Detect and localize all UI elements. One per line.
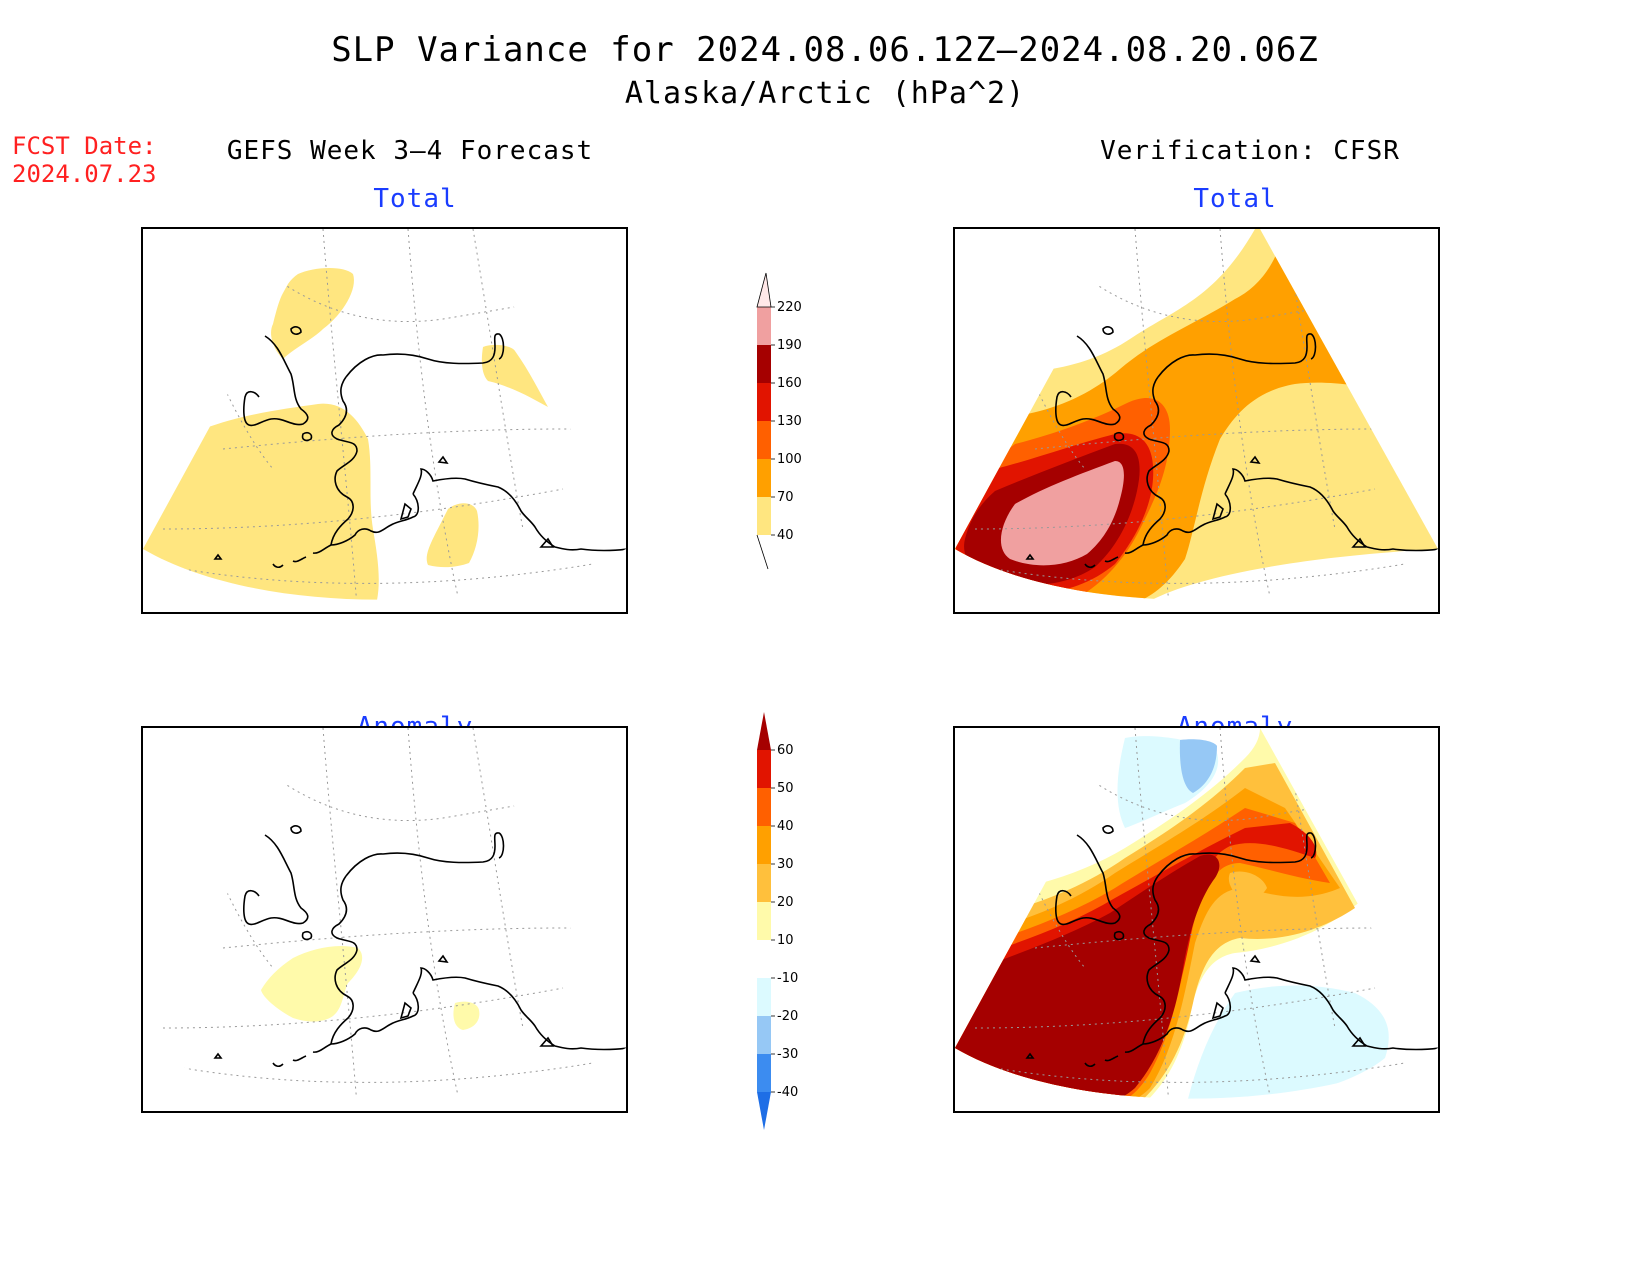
colorbar-anomaly-tick-label: 50 — [777, 781, 794, 796]
colorbar-anomaly-tick-label: -20 — [777, 1009, 798, 1024]
colorbar-total-tick-label: 130 — [777, 414, 802, 429]
colorbar-anomaly-tick-label: -40 — [777, 1085, 798, 1100]
forecast-column-title: GEFS Week 3–4 Forecast — [226, 136, 594, 166]
figure-title: SLP Variance for 2024.08.06.12Z–2024.08.… — [331, 30, 1319, 70]
colorbar-anomaly-tick-label: 60 — [777, 743, 794, 758]
colorbar-anomaly-tick-label: 30 — [777, 857, 794, 872]
colorbar-anomaly-swatch — [757, 902, 771, 940]
colorbar-anomaly-swatch — [757, 864, 771, 902]
colorbar-total-tick-label: 70 — [777, 490, 794, 505]
colorbar-total-tick-label: 100 — [777, 452, 802, 467]
map-verification-total — [953, 227, 1440, 614]
colorbar-total: 40 70 100 130 160 190 220 — [756, 272, 802, 570]
colorbar-total-tick-label: 40 — [777, 528, 794, 543]
colorbar-anomaly-tick-label: 10 — [777, 933, 794, 948]
colorbar-total-tick-label: 220 — [777, 300, 802, 315]
colorbar-anomaly-swatch — [757, 978, 771, 1016]
forecast-total-label: Total — [373, 184, 457, 214]
colorbar-total-swatch — [757, 497, 771, 535]
colorbar-anomaly-swatch — [757, 1054, 771, 1092]
verification-column-title: Verification: CFSR — [1100, 136, 1400, 166]
colorbar-total-swatch — [757, 383, 771, 421]
colorbar-anomaly-triangle-bottom — [757, 1092, 771, 1130]
colorbar-anomaly-swatch — [757, 940, 771, 978]
colorbar-anomaly-tick-label: -10 — [777, 971, 798, 986]
colorbar-total-swatch — [757, 459, 771, 497]
colorbar-anomaly-swatch — [757, 750, 771, 788]
colorbar-anomaly-swatch — [757, 788, 771, 826]
colorbar-total-swatch — [757, 421, 771, 459]
colorbar-anomaly-tick-label: -30 — [777, 1047, 798, 1062]
fcst-date-label: FCST Date: — [12, 132, 157, 160]
map-forecast-anomaly — [141, 726, 628, 1113]
fcst-date-value: 2024.07.23 — [12, 160, 157, 188]
colorbar-anomaly-swatch — [757, 1016, 771, 1054]
verification-total-label: Total — [1193, 184, 1277, 214]
colorbar-anomaly-swatch — [757, 826, 771, 864]
colorbar-total-tick-label: 160 — [777, 376, 802, 391]
colorbar-anomaly-tick-label: 40 — [777, 819, 794, 834]
colorbar-anomaly-triangle-top — [757, 712, 771, 750]
colorbar-total-swatch — [757, 345, 771, 383]
colorbar-anomaly: 60 50 40 30 20 10 -10 -20 -30 -40 — [757, 712, 798, 1130]
map-forecast-total — [141, 227, 628, 614]
colorbar-total-tick-label: 190 — [777, 338, 802, 353]
map-verification-anomaly — [953, 726, 1440, 1113]
colorbar-anomaly-tick-label: 20 — [777, 895, 794, 910]
colorbar-total-triangle-top — [756, 272, 772, 308]
figure-subtitle: Alaska/Arctic (hPa^2) — [624, 76, 1026, 111]
colorbar-total-triangle-bottom — [756, 534, 769, 570]
colorbar-total-swatch — [757, 307, 771, 345]
